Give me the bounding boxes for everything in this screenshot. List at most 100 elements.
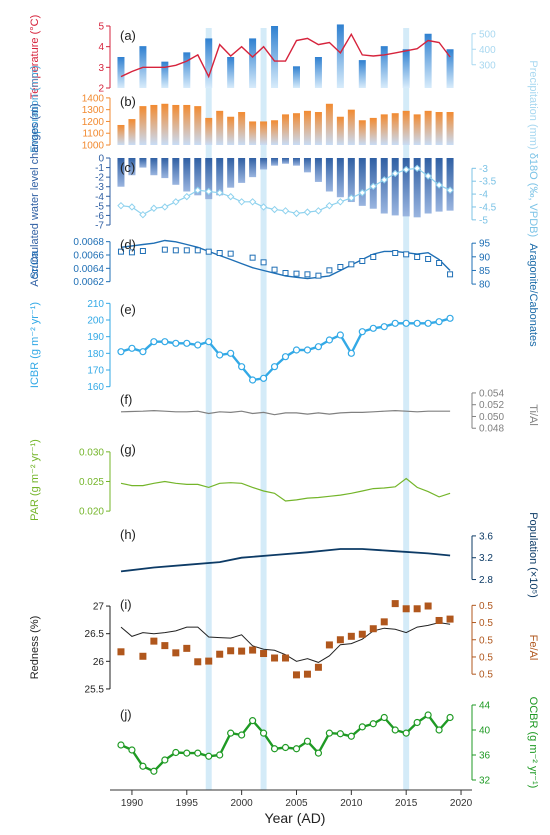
evaporation-bar-2000 xyxy=(238,112,246,145)
evaporation-bar-1989 xyxy=(117,124,125,145)
evaporation-bar-2015 xyxy=(402,110,410,145)
e-point-1992 xyxy=(150,338,158,346)
srca-point-2010 xyxy=(348,261,355,268)
e-y-tick-label: 210 xyxy=(87,299,104,310)
j-point-1995 xyxy=(183,749,191,757)
precipitation-y-tick-label: 400 xyxy=(479,45,496,56)
f-y-axis-title: Ti/Al xyxy=(527,404,539,426)
water-level-bar-1992 xyxy=(150,158,158,176)
precipitation-bar-1993 xyxy=(161,61,169,88)
precipitation-bar-2015 xyxy=(402,49,410,88)
e-point-2011 xyxy=(358,328,366,336)
d18o-point-2006 xyxy=(303,208,312,216)
e-point-2015 xyxy=(402,319,410,327)
water-level-bar-2016 xyxy=(413,158,421,218)
feal-point-1994 xyxy=(172,649,180,657)
e-point-1993 xyxy=(161,338,169,346)
feal-point-2006 xyxy=(303,670,311,678)
d18o-point-2013 xyxy=(380,176,388,184)
redness-y-tick-label: 26.5 xyxy=(85,629,105,640)
e-point-1998 xyxy=(216,351,224,359)
precipitation-bar-2005 xyxy=(292,66,300,88)
evaporation-bar-1990 xyxy=(128,119,136,145)
d18o-point-1993 xyxy=(161,203,169,211)
e-point-2012 xyxy=(369,324,377,332)
d18o-point-2017 xyxy=(424,172,432,180)
aragonite-y-tick-label: 80 xyxy=(479,280,491,291)
precipitation-bar-2001 xyxy=(249,38,257,88)
e-point-2002 xyxy=(259,374,268,382)
d18o-point-1992 xyxy=(150,204,158,212)
x-tick-label-1990: 1990 xyxy=(121,798,144,809)
water-level-bar-2014 xyxy=(391,158,399,216)
water-level-bar-2007 xyxy=(314,158,322,182)
feal-point-2003 xyxy=(271,654,279,662)
e-point-2010 xyxy=(347,349,355,357)
e-point-2005 xyxy=(292,346,301,354)
water-level-bar-2001 xyxy=(249,158,257,178)
f-y-tick-label: 0.054 xyxy=(479,388,504,399)
j-y-tick-label: 40 xyxy=(479,726,491,737)
srca-point-2003 xyxy=(271,266,278,273)
d18o-y-axis-title: δ18O (‰, VPDB) xyxy=(527,153,539,237)
water-level-bar-2017 xyxy=(424,158,432,214)
e-point-2001 xyxy=(249,376,257,384)
x-tick-label-2010: 2010 xyxy=(340,798,363,809)
d18o-point-2015 xyxy=(402,165,410,174)
panel-label-g: (g) xyxy=(120,442,136,457)
feal-point-1992 xyxy=(150,637,158,645)
j-point-1997 xyxy=(205,752,213,760)
e-point-1995 xyxy=(183,339,191,347)
e-point-2019 xyxy=(446,314,454,322)
e-point-1994 xyxy=(172,339,180,347)
evaporation-bar-1998 xyxy=(216,110,224,145)
water-level-bar-1994 xyxy=(172,158,180,185)
temperature-y-axis-title: Temperature (°C) xyxy=(29,15,41,99)
d18o-point-1997 xyxy=(205,187,213,196)
e-y-tick-label: 160 xyxy=(87,382,104,393)
water-level-bar-2006 xyxy=(303,158,311,173)
j-point-2013 xyxy=(380,713,388,722)
feal-point-1991 xyxy=(139,652,147,660)
h-line xyxy=(120,548,451,573)
evaporation-bar-2001 xyxy=(249,121,257,145)
g-y-axis-title: PAR (g m⁻² yr⁻¹) xyxy=(29,439,41,521)
evaporation-y-tick-label: 1300 xyxy=(82,105,105,116)
aragonite-y-tick-label: 95 xyxy=(479,239,491,250)
d18o-point-2005 xyxy=(292,209,301,218)
e-y-tick-label: 190 xyxy=(87,332,104,343)
panel-label-j: (j) xyxy=(120,707,132,722)
d18o-point-1998 xyxy=(215,189,224,197)
redness-y-axis-title: Redness (%) xyxy=(29,616,41,680)
highlight-band-1997 xyxy=(205,28,212,790)
srca-point-1997 xyxy=(205,248,212,255)
e-point-2007 xyxy=(314,343,323,351)
j-point-2001 xyxy=(249,717,257,725)
h-y-tick-label: 3.6 xyxy=(479,531,493,542)
evaporation-bar-1995 xyxy=(183,104,191,145)
srca-point-1993 xyxy=(161,246,168,253)
j-point-1993 xyxy=(161,756,169,764)
evaporation-bar-2016 xyxy=(413,114,421,145)
e-y-tick-label: 180 xyxy=(87,349,104,360)
evaporation-bar-2013 xyxy=(380,114,388,145)
feal-point-2000 xyxy=(238,647,246,655)
x-tick-label-2020: 2020 xyxy=(450,798,473,809)
evaporation-bar-2018 xyxy=(435,112,443,145)
temperature-y-tick-label: 5 xyxy=(98,22,104,33)
j-point-1989 xyxy=(117,741,125,749)
srca-point-1990 xyxy=(128,249,135,256)
j-y-tick-label: 32 xyxy=(479,776,491,787)
j-point-2009 xyxy=(336,730,344,738)
j-point-2003 xyxy=(270,745,279,753)
j-point-1992 xyxy=(150,767,158,775)
water-level-bar-2009 xyxy=(336,158,344,198)
f-line xyxy=(120,409,451,416)
srca-point-2009 xyxy=(337,264,344,270)
feal-point-2008 xyxy=(325,641,333,649)
e-point-2014 xyxy=(391,319,399,327)
feal-point-2002 xyxy=(260,650,268,658)
evaporation-bar-2002 xyxy=(260,121,268,145)
water-level-bar-2000 xyxy=(238,158,246,183)
